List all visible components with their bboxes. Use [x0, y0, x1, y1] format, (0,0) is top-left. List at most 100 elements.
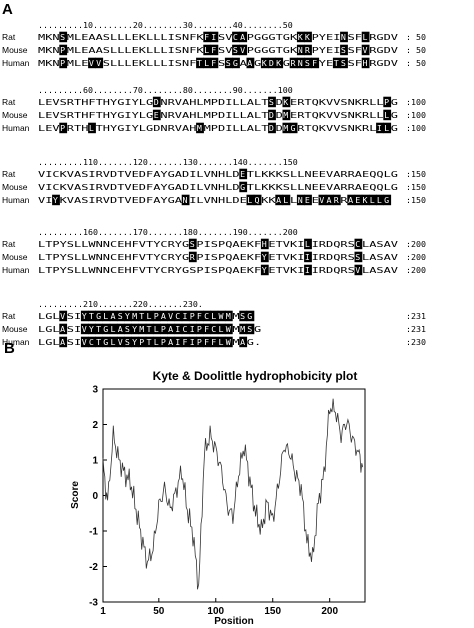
residue-text: G [96, 311, 101, 321]
residue-highlight [282, 194, 291, 206]
residue-text: K [262, 58, 267, 68]
residue-highlight [124, 323, 132, 335]
residue-text: P [190, 311, 195, 321]
residue-text: I [175, 324, 180, 334]
residue-text: I [305, 265, 310, 275]
residue-highlight [88, 57, 96, 69]
residue-highlight [260, 238, 269, 250]
residue-text: P [161, 324, 166, 334]
species-label: Mouse [2, 110, 28, 120]
residue-text: F [204, 32, 209, 42]
residue-highlight [59, 310, 68, 322]
x-tick-label: 150 [264, 606, 281, 617]
residue-highlight [217, 323, 226, 335]
residue-text: W [226, 324, 231, 334]
residue-highlight [181, 310, 190, 322]
residue-highlight [88, 336, 96, 348]
residue-highlight [138, 323, 147, 335]
residue-highlight [131, 310, 140, 322]
residue-highlight [332, 194, 341, 206]
residue-text: L [204, 45, 209, 55]
residue-highlight [260, 264, 269, 276]
x-tick-label: 200 [321, 606, 338, 617]
residue-highlight [224, 310, 233, 322]
residue-highlight [217, 310, 226, 322]
residue-highlight [160, 336, 168, 348]
residue-text: L [211, 311, 216, 321]
residue-highlight [196, 57, 204, 69]
residue-highlight [304, 238, 312, 250]
residue-highlight [332, 57, 341, 69]
sequence-row: LTPYSLLWNNCEHFVTYCRYGRPISPQAEKFYETVKIIIR… [38, 251, 398, 263]
y-axis: -3 -2 -1 0 1 2 3 [89, 385, 107, 609]
residue-text: E [154, 110, 159, 120]
species-label: Human [2, 123, 30, 133]
residue-text: V [60, 311, 65, 321]
x-tick-label: 1 [100, 606, 106, 617]
row-end-number: :200 [406, 252, 426, 262]
residue-highlight [88, 323, 96, 335]
sequence-row: LGLASIVCTGLVSYPTLPAIFIPFFLWMAG.AVCTGLVSY… [38, 336, 261, 348]
residue-highlight [354, 194, 363, 206]
sequence-row: LTPYSLLWNNCEHFVTYCRYGSPISPQAEKFHETVKILIR… [38, 238, 398, 250]
sequence-row: VICKVASIRVDTVEDFAYGADILVNHLDGTLKKKSLLNEE… [38, 181, 398, 193]
residue-highlight [80, 310, 89, 322]
residue-highlight [145, 323, 154, 335]
residue-text: S [341, 45, 346, 55]
residue-text: M [283, 123, 288, 133]
residue-text: P [139, 337, 144, 347]
residue-text: T [89, 311, 94, 321]
residue-text: C [211, 324, 216, 334]
residue-highlight [167, 310, 176, 322]
sequence-row: LEVPRTHLTHYGIYLGDNRVAHMMPDILLALTDDMGRTQK… [38, 122, 398, 134]
residue-text: L [103, 311, 108, 321]
row-end-number: :100 [406, 110, 426, 120]
y-tick-label: 3 [92, 385, 98, 396]
residue-highlight [59, 31, 68, 43]
y-tick-label: -2 [89, 562, 98, 573]
residue-text: F [312, 58, 317, 68]
residue-highlight [116, 310, 125, 322]
row-end-number: :150 [406, 182, 426, 192]
residue-text: Y [262, 265, 267, 275]
residue-highlight [383, 122, 392, 134]
sequence-row: LEVSRTHFTHYGIYLGENRVAHLMPDILLALTDDMERTQK… [38, 109, 398, 121]
row-end-number: : 50 [406, 45, 426, 55]
residue-text: L [154, 324, 159, 334]
residue-text: L [363, 32, 368, 42]
sequence-text: LEVSRTHFTHYGIYLGENRVAHLMPDILLALTDDMERTQK… [38, 110, 398, 120]
residue-highlight [152, 96, 161, 108]
residue-text: R [334, 195, 339, 205]
residue-highlight [268, 96, 276, 108]
residue-highlight [203, 31, 212, 43]
residue-highlight [361, 194, 370, 206]
residue-text: M [197, 123, 202, 133]
residue-highlight [224, 57, 233, 69]
residue-highlight [188, 323, 197, 335]
alignment-ruler: .........10........20........30........4… [38, 20, 293, 30]
residue-highlight [253, 194, 262, 206]
residue-highlight [304, 57, 312, 69]
residue-text: R [190, 252, 195, 262]
species-label: Rat [2, 239, 16, 249]
residue-highlight [282, 96, 291, 108]
plot-frame [102, 388, 366, 603]
residue-text: L [247, 195, 252, 205]
residue-highlight [246, 323, 255, 335]
residue-highlight [131, 323, 140, 335]
residue-text: L [305, 239, 310, 249]
residue-highlight [282, 122, 291, 134]
sequence-row: LGLVSIYTGLASYMTLPAVCIPFCLWMMSGVYTGLASYMT… [38, 310, 255, 322]
sequence-alignment: .........10........20........30........4… [2, 20, 426, 348]
residue-text: L [370, 195, 375, 205]
residue-highlight [138, 336, 147, 348]
residue-highlight [232, 44, 240, 56]
residue-highlight [361, 31, 370, 43]
alignment-ruler: .........160.......170.......180.......1… [38, 227, 298, 237]
residue-highlight [246, 310, 255, 322]
species-label: Mouse [2, 324, 28, 334]
residue-text: Y [132, 324, 137, 334]
residue-text: S [125, 337, 130, 347]
residue-highlight [59, 57, 68, 69]
residue-text: P [60, 123, 65, 133]
